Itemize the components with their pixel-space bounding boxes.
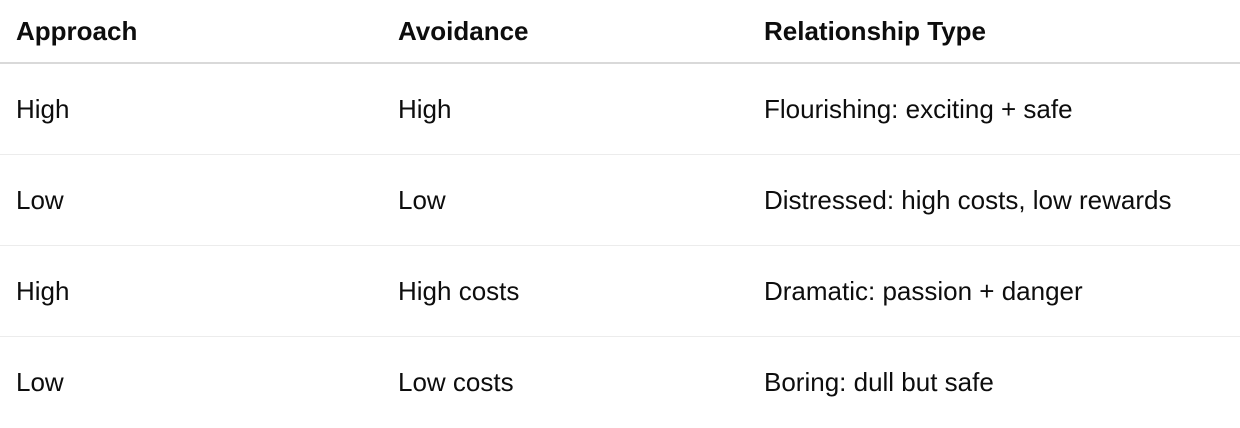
table-cell: Low costs	[398, 366, 514, 397]
table-cell: Distressed: high costs, low rewards	[748, 154, 1240, 246]
table-row: High High Flourishing: exciting + safe	[0, 63, 1240, 155]
table-cell: Flourishing: exciting + safe	[748, 63, 1240, 155]
table-cell: High costs	[382, 245, 748, 337]
header-relationship-type: Relationship Type	[748, 0, 1240, 64]
table-cell: Dramatic: passion + danger	[748, 245, 1240, 337]
table-row: High High costs Dramatic: passion + danger	[0, 245, 1240, 337]
table-cell: High	[382, 63, 748, 155]
table-cell: Boring: dull but safe	[764, 366, 994, 397]
table-cell: Low	[382, 154, 748, 246]
header-avoidance: Avoidance	[382, 0, 748, 64]
header-row: Approach Avoidance Relationship Type	[0, 0, 1240, 64]
header-approach: Approach	[0, 0, 382, 64]
table-row: Low Low costs Boring: dull but safe	[0, 337, 1240, 428]
table-cell: Low	[0, 154, 382, 246]
table-cell: High	[0, 63, 382, 155]
table-row: Low Low Distressed: high costs, low reward…	[0, 154, 1240, 246]
table-cell: Low	[16, 366, 64, 397]
table-cell: High	[0, 245, 382, 337]
